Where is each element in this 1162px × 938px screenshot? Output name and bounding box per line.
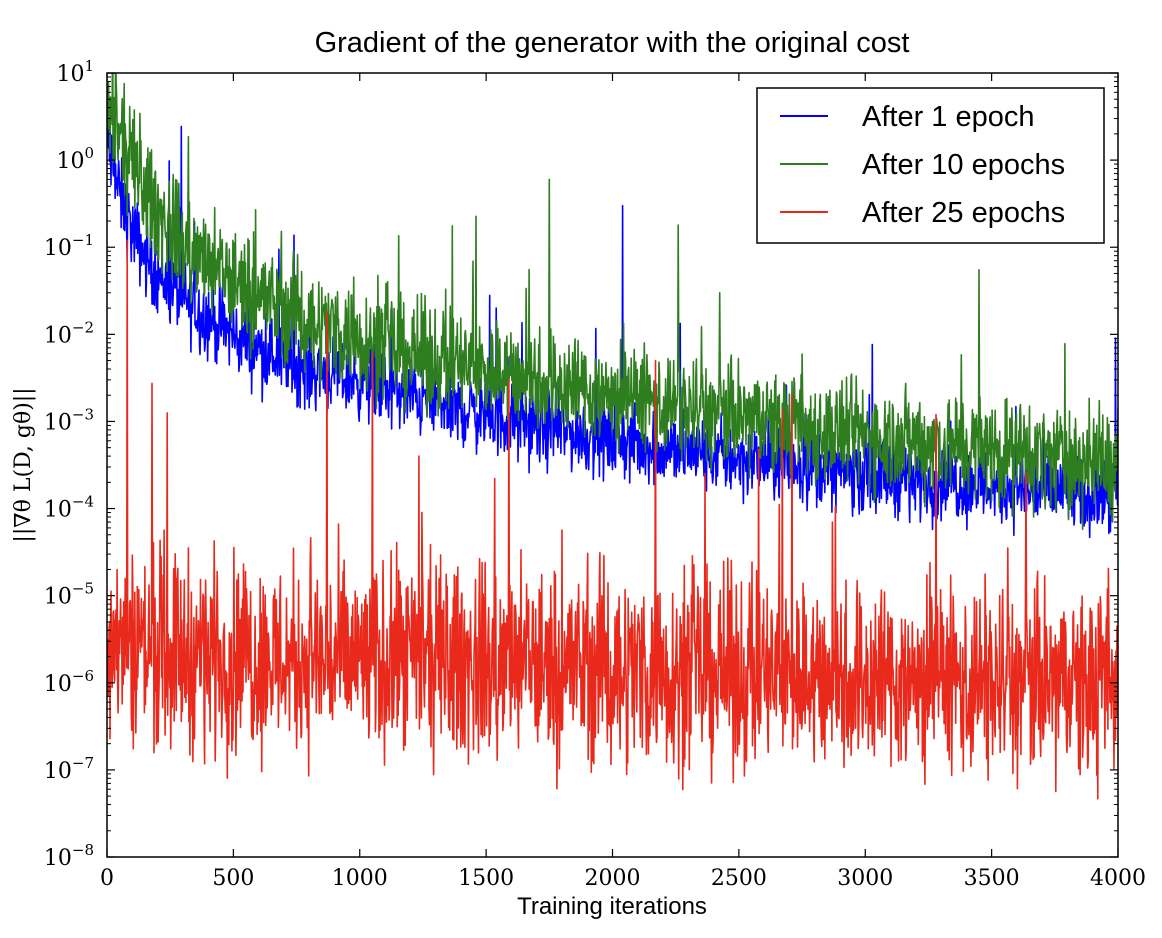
y-tick-label: 10−6 [44, 667, 94, 697]
legend-label: After 25 epochs [862, 197, 1065, 229]
y-tick-label: 10−4 [44, 493, 94, 523]
axis-ticks: 0 500 1000 1500 2000 2500 3000 3500 4000 101 100 10… [44, 57, 1146, 891]
series-line-3 [107, 239, 1118, 800]
x-tick-label: 500 [212, 866, 254, 891]
y-tick-label: 100 [56, 144, 94, 174]
series-line-1 [107, 118, 1118, 539]
y-tick-label: 10−1 [44, 231, 94, 261]
series-layer [107, 73, 1118, 800]
x-tick-label: 1000 [332, 866, 388, 891]
y-tick-label: 101 [56, 57, 94, 87]
legend: After 1 epoch After 10 epochs After 25 epo… [756, 87, 1105, 244]
y-tick-label: 10−3 [44, 405, 94, 435]
legend-label: After 1 epoch [862, 101, 1035, 133]
series-line-2 [107, 73, 1118, 531]
x-tick-label: 2500 [711, 866, 767, 891]
chart-title: Gradient of the generator with the origi… [315, 27, 910, 59]
y-tick-label: 10−7 [44, 754, 94, 784]
x-tick-label: 4000 [1090, 866, 1146, 891]
x-tick-label: 0 [100, 866, 114, 891]
legend-box [756, 87, 1105, 244]
x-tick-label: 3000 [837, 866, 893, 891]
x-tick-label: 3500 [964, 866, 1020, 891]
y-tick-label: 10−8 [44, 841, 94, 871]
legend-label: After 10 epochs [862, 149, 1065, 181]
y-axis-label: ||∇θ L(D, gθ)|| [11, 387, 36, 542]
x-tick-label: 2000 [585, 866, 641, 891]
x-axis-label: Training iterations [517, 893, 707, 920]
y-tick-label: 10−2 [44, 318, 94, 348]
x-tick-label: 1500 [458, 866, 514, 891]
y-tick-label: 10−5 [44, 580, 94, 610]
